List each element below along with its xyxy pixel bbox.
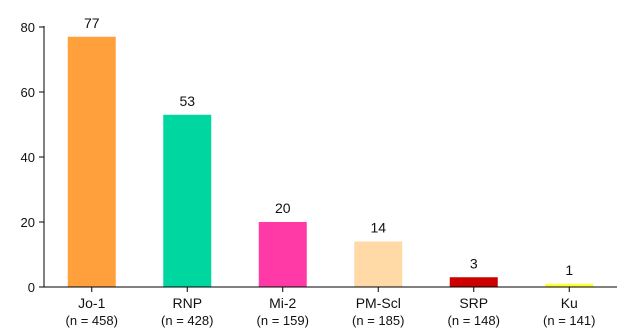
data-label: 53	[179, 93, 195, 109]
x-axis: Jo-1 (n = 458) RNP (n = 428) Mi-2 (n = 159) PM…	[44, 286, 617, 328]
data-label: 14	[370, 220, 386, 236]
data-label: 20	[275, 200, 291, 216]
data-label: 77	[84, 15, 100, 31]
y-tick-label: 40	[21, 150, 35, 165]
bar-mi-2	[258, 222, 307, 287]
sample-size-label: (n = 428)	[161, 313, 213, 328]
x-tick-label: RNP	[172, 295, 202, 311]
x-tick-label: Ku	[561, 295, 578, 311]
bar-ku	[545, 283, 594, 287]
x-tick-label: Jo-1	[78, 295, 105, 311]
data-label: 3	[470, 255, 478, 271]
x-tick-label: PM-Scl	[356, 295, 401, 311]
sample-size-label: (n = 458)	[66, 313, 118, 328]
sample-size-label: (n = 141)	[543, 313, 595, 328]
y-axis: 0 20 40 60 80	[21, 20, 45, 295]
bar-jo-1	[67, 36, 116, 287]
data-label: 1	[565, 262, 573, 278]
y-tick-label: 60	[21, 85, 35, 100]
bars	[67, 36, 594, 287]
value-labels: 77 53 20 14 3 1	[84, 15, 573, 278]
y-tick-label: 0	[28, 280, 35, 295]
y-tick-label: 80	[21, 20, 35, 35]
sample-size-label: (n = 148)	[448, 313, 500, 328]
bar-srp	[449, 277, 498, 287]
bar-rnp	[163, 114, 212, 287]
bar-pm-scl	[354, 241, 403, 287]
x-tick-label: SRP	[459, 295, 488, 311]
sample-size-label: (n = 159)	[257, 313, 309, 328]
sample-size-label: (n = 185)	[352, 313, 404, 328]
x-tick-label: Mi-2	[269, 295, 296, 311]
y-tick-label: 20	[21, 215, 35, 230]
